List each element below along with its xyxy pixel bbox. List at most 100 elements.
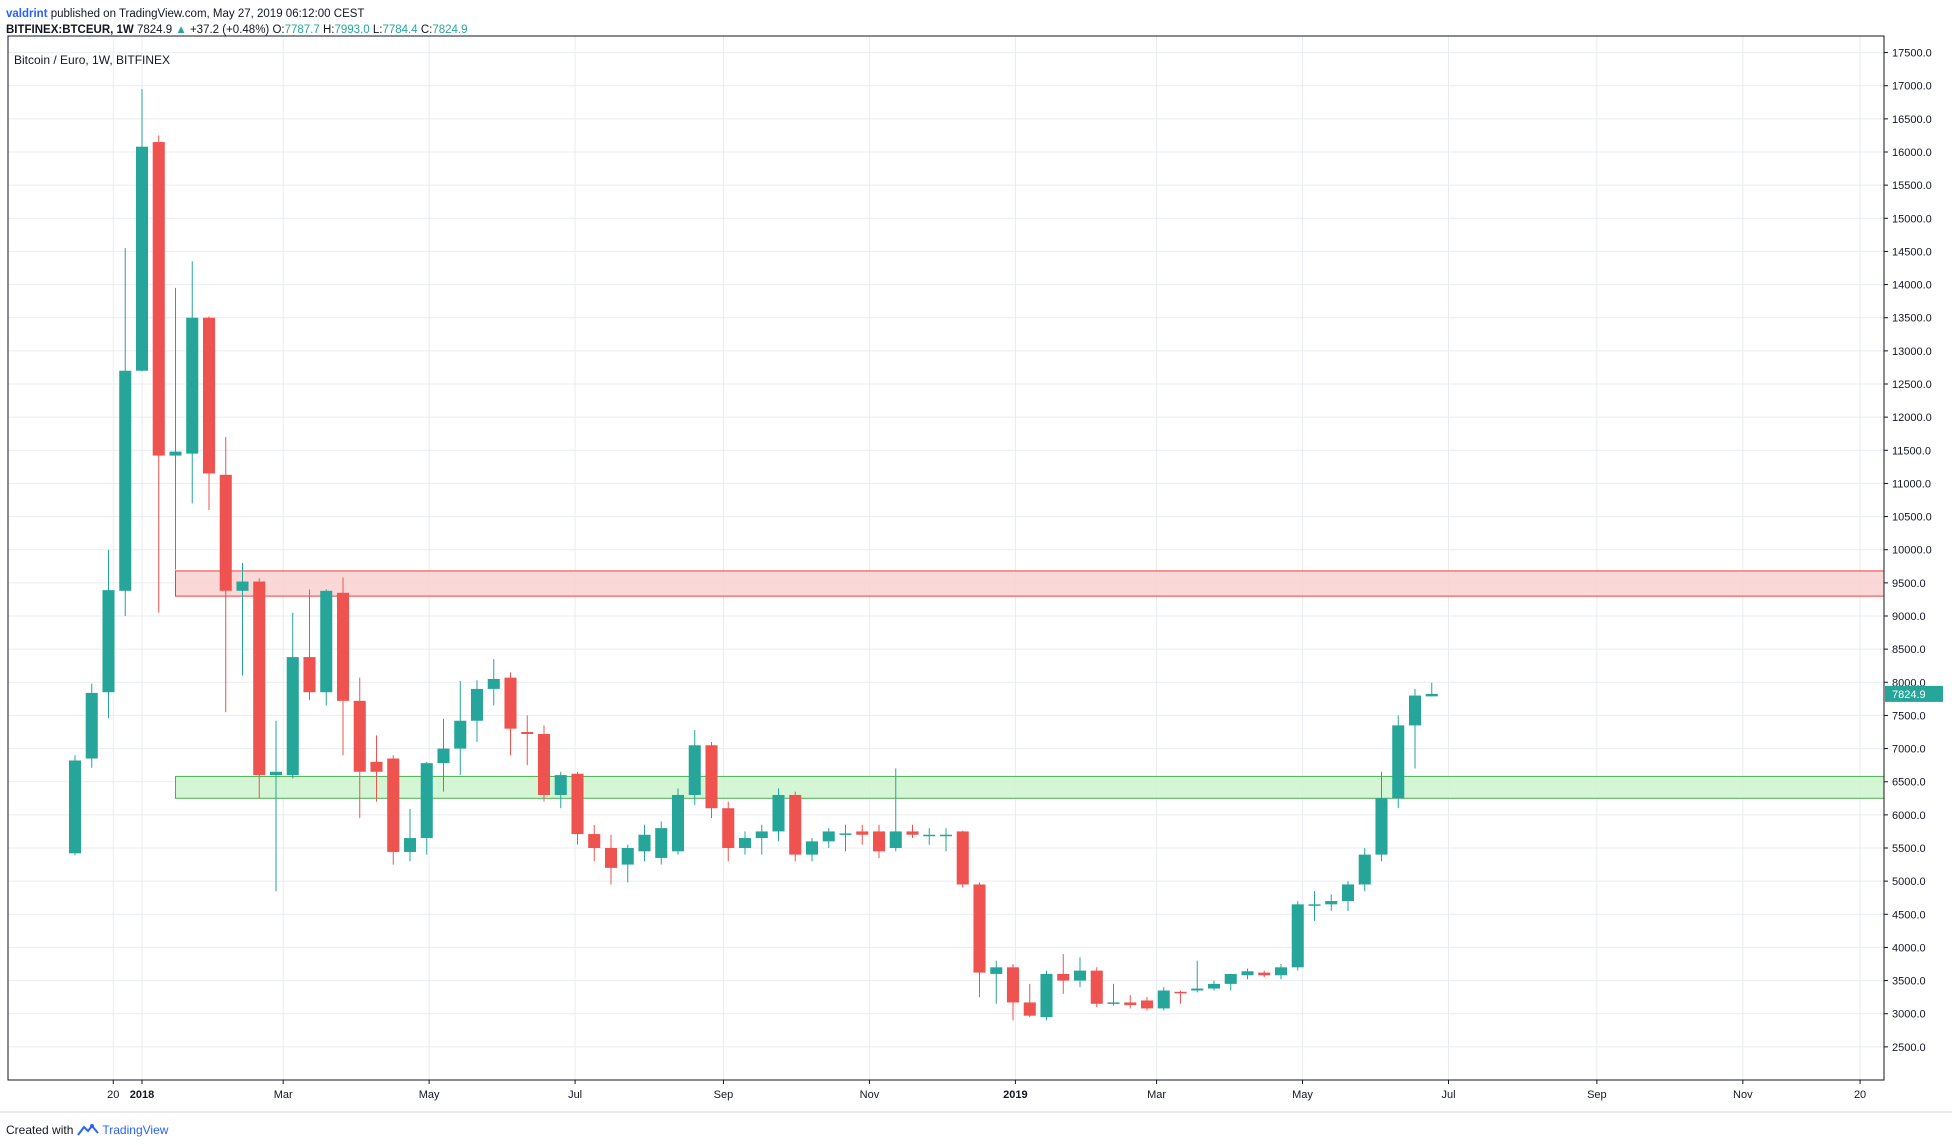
candle-body: [320, 590, 333, 693]
candle-body: [973, 884, 986, 973]
last-price-label: 7824.9: [1892, 689, 1926, 701]
y-tick-label: 16000.0: [1892, 147, 1932, 159]
candle-body: [1124, 1002, 1137, 1006]
y-tick-label: 5000.0: [1892, 876, 1926, 888]
candle-body: [1258, 972, 1271, 976]
candle-body: [537, 733, 551, 795]
candle-body: [303, 657, 316, 693]
y-tick-label: 11500.0: [1892, 445, 1931, 457]
candle-body: [1325, 901, 1338, 905]
candle: [923, 828, 936, 845]
candle: [487, 659, 500, 706]
candle-body: [1140, 1000, 1154, 1009]
candle-body: [789, 794, 802, 855]
candle-body: [1090, 970, 1103, 1004]
candle-body: [119, 370, 132, 591]
change-value: +37.2 (+0.48%): [189, 24, 270, 36]
candle-body: [856, 831, 869, 835]
candle: [1207, 980, 1221, 991]
candle: [671, 788, 685, 855]
candle: [1258, 970, 1271, 978]
candle-body: [839, 833, 852, 835]
candle: [253, 578, 266, 799]
tradingview-link[interactable]: TradingView: [77, 1123, 168, 1137]
candle: [353, 677, 366, 819]
candle-body: [370, 761, 383, 772]
y-tick-label: 9000.0: [1892, 611, 1926, 623]
candle: [303, 589, 316, 701]
candle: [269, 720, 283, 892]
candle: [1308, 891, 1321, 921]
chart-title: Bitcoin / Euro, 1W, BITFINEX: [14, 53, 170, 67]
candle-body: [186, 317, 199, 454]
candle: [236, 562, 249, 676]
close-value: 7824.9: [432, 24, 468, 36]
candle: [839, 824, 852, 852]
candle: [1006, 964, 1020, 1021]
ohlc-legend: BITFINEX:BTCEUR, 1W 7824.9 ▲ +37.2 (+0.4…: [6, 22, 468, 38]
candle-body: [1040, 973, 1053, 1018]
candle: [939, 828, 953, 852]
y-tick-label: 10500.0: [1892, 512, 1932, 524]
candle-body: [738, 838, 752, 848]
x-tick-label: 2018: [130, 1089, 154, 1101]
candle-body: [990, 967, 1003, 974]
x-tick-label: Sep: [1587, 1089, 1607, 1101]
candle: [973, 882, 986, 998]
price-axis[interactable]: 2500.0 3000.0 3500.0 4000.0 4500.0 5000.0 5500…: [1884, 48, 1943, 1054]
candle: [68, 755, 82, 856]
candle: [454, 680, 467, 776]
y-tick-label: 3000.0: [1892, 1009, 1926, 1021]
candle-body: [571, 773, 584, 835]
candle: [1375, 771, 1388, 862]
candle-body: [420, 763, 433, 839]
candle-body: [1224, 973, 1237, 984]
candle-body: [353, 700, 366, 772]
candle: [856, 824, 869, 845]
candle-body: [169, 451, 182, 456]
candle: [102, 549, 115, 719]
resistance-zone[interactable]: [175, 570, 1885, 597]
candle-body: [1291, 904, 1304, 968]
candle-body: [1174, 991, 1187, 994]
high-label: H:: [322, 24, 335, 36]
low-label: L:: [372, 24, 383, 36]
time-axis[interactable]: 20 2018 Mar May Jul Sep Nov 2019 Mar May Jul Sep Nov…: [107, 1080, 1866, 1101]
published-info: published on TradingView.com, May 27, 20…: [50, 8, 365, 20]
candle-body: [521, 732, 534, 734]
candle: [387, 755, 400, 865]
candle-body: [286, 657, 299, 776]
candle: [655, 821, 668, 865]
candle-body: [1358, 854, 1371, 885]
last-price-badge: [1885, 685, 1943, 702]
y-tick-label: 6500.0: [1892, 777, 1926, 789]
candle: [789, 791, 802, 862]
author-name[interactable]: valdrint: [6, 8, 48, 20]
candle-body: [655, 828, 668, 858]
candle-body: [336, 592, 350, 701]
candle: [705, 741, 718, 819]
candle: [722, 801, 735, 862]
candle-body: [470, 688, 484, 721]
candle-body: [135, 146, 149, 371]
candle-body: [1425, 693, 1438, 697]
x-tick-label: May: [1292, 1089, 1313, 1101]
candle: [1224, 973, 1237, 991]
x-tick-label: Nov: [860, 1089, 880, 1101]
grid-lines: [8, 36, 1884, 1080]
candle: [1040, 970, 1053, 1021]
candle-body: [152, 142, 165, 456]
y-tick-label: 7500.0: [1892, 710, 1926, 722]
candle-body: [454, 720, 467, 749]
candle-body: [755, 831, 768, 839]
candle: [738, 831, 752, 855]
candle: [755, 824, 768, 855]
candle: [772, 788, 785, 842]
candle: [1291, 901, 1304, 971]
candle: [872, 824, 886, 858]
candle-body: [805, 841, 819, 855]
candle: [186, 261, 199, 504]
candle-body: [772, 794, 785, 832]
candle: [420, 761, 433, 855]
